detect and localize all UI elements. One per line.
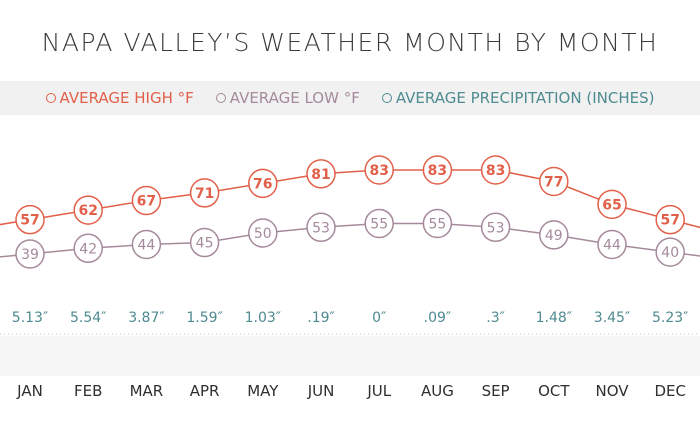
x-tick-label: AUG — [421, 382, 454, 400]
legend-marker-low-icon — [215, 93, 226, 103]
data-point-high — [248, 168, 278, 199]
legend-entry-precip: AVERAGE PRECIPITATION (INCHES) — [381, 89, 655, 107]
x-tick-label: OCT — [538, 382, 570, 400]
data-point-high — [15, 204, 45, 235]
data-point-low — [248, 218, 278, 248]
data-point-high — [189, 178, 220, 208]
data-label-high: 71 — [195, 186, 214, 202]
chart-title: NAPA VALLEY’S WEATHER MONTH BY MONTH — [41, 28, 659, 57]
x-tick-label: MAR — [130, 382, 164, 400]
data-label-precip: .3″ — [486, 310, 505, 326]
data-point-high — [597, 189, 627, 220]
data-point-high — [73, 195, 103, 225]
data-label-high: 65 — [602, 197, 621, 213]
data-point-high — [480, 155, 511, 185]
data-label-low: 44 — [137, 237, 155, 253]
data-label-low: 53 — [487, 220, 505, 236]
data-label-high: 76 — [253, 176, 272, 192]
legend-label-low: AVERAGE LOW °F — [229, 89, 360, 107]
data-label-high: 83 — [369, 163, 388, 179]
data-label-low: 40 — [661, 245, 679, 261]
x-tick-label: MAY — [247, 382, 279, 400]
data-label-low: 53 — [312, 220, 330, 236]
data-label-high: 77 — [544, 174, 563, 190]
data-point-low — [306, 212, 336, 243]
legend-label-precip: AVERAGE PRECIPITATION (INCHES) — [395, 89, 655, 107]
data-label-precip: 1.48″ — [536, 310, 572, 326]
legend-marker-precip-icon — [381, 93, 392, 103]
data-point-low — [73, 233, 103, 264]
data-label-precip: 1.59″ — [186, 310, 222, 326]
data-point-high — [539, 166, 569, 197]
data-label-high: 57 — [660, 213, 679, 229]
data-point-low — [364, 208, 394, 239]
data-point-low — [422, 208, 453, 239]
x-tick-label: FEB — [74, 382, 102, 400]
data-label-precip: .19″ — [307, 310, 335, 326]
data-label-high: 81 — [311, 167, 330, 183]
data-label-low: 42 — [79, 241, 97, 257]
data-label-high: 62 — [78, 203, 97, 219]
x-tick-label: SEP — [482, 382, 510, 400]
data-label-low: 49 — [545, 228, 563, 244]
data-point-high — [364, 155, 394, 185]
data-point-low — [539, 220, 569, 250]
data-label-precip: 0″ — [372, 310, 386, 326]
series-line-high — [0, 169, 700, 229]
data-label-precip: 5.54″ — [70, 310, 106, 326]
data-point-high — [655, 204, 685, 235]
data-point-high — [422, 155, 453, 185]
data-point-low — [655, 237, 685, 267]
x-tick-label: JAN — [16, 382, 43, 400]
data-point-low — [189, 227, 220, 258]
data-label-low: 50 — [254, 226, 272, 242]
data-label-high: 67 — [137, 194, 156, 210]
precip-band — [0, 336, 700, 376]
data-label-low: 39 — [21, 247, 39, 263]
x-tick-label: JUL — [366, 382, 391, 400]
data-point-low — [480, 212, 511, 243]
data-point-low — [15, 239, 45, 269]
legend-entry-low: AVERAGE LOW °F — [215, 89, 360, 107]
data-label-high: 83 — [428, 163, 447, 179]
data-label-precip: 1.03″ — [245, 310, 281, 326]
legend: AVERAGE HIGH °F AVERAGE LOW °F AVERAGE P… — [0, 81, 700, 115]
data-point-low — [597, 229, 627, 260]
data-point-high — [131, 185, 162, 216]
data-label-precip: 3.87″ — [128, 310, 164, 326]
data-label-high: 57 — [20, 213, 39, 229]
data-label-high: 83 — [486, 163, 505, 179]
data-point-high — [306, 159, 336, 189]
legend-entry-high: AVERAGE HIGH °F — [45, 89, 194, 107]
data-label-low: 45 — [196, 236, 214, 252]
data-label-low: 44 — [603, 237, 621, 253]
data-label-precip: 5.23″ — [652, 310, 688, 326]
x-tick-label: DEC — [654, 382, 686, 400]
data-label-low: 55 — [428, 216, 446, 232]
legend-marker-high-icon — [45, 93, 56, 103]
data-label-precip: 5.13″ — [12, 310, 48, 326]
x-tick-label: JUN — [307, 382, 335, 400]
data-label-precip: .09″ — [424, 310, 452, 326]
x-tick-label: APR — [190, 382, 220, 400]
legend-label-high: AVERAGE HIGH °F — [59, 89, 194, 107]
x-tick-label: NOV — [595, 382, 629, 400]
legend-band: AVERAGE HIGH °F AVERAGE LOW °F AVERAGE P… — [0, 81, 700, 115]
series-line-low — [0, 222, 700, 258]
data-label-precip: 3.45″ — [594, 310, 630, 326]
data-label-low: 55 — [370, 216, 388, 232]
data-point-low — [131, 229, 162, 260]
